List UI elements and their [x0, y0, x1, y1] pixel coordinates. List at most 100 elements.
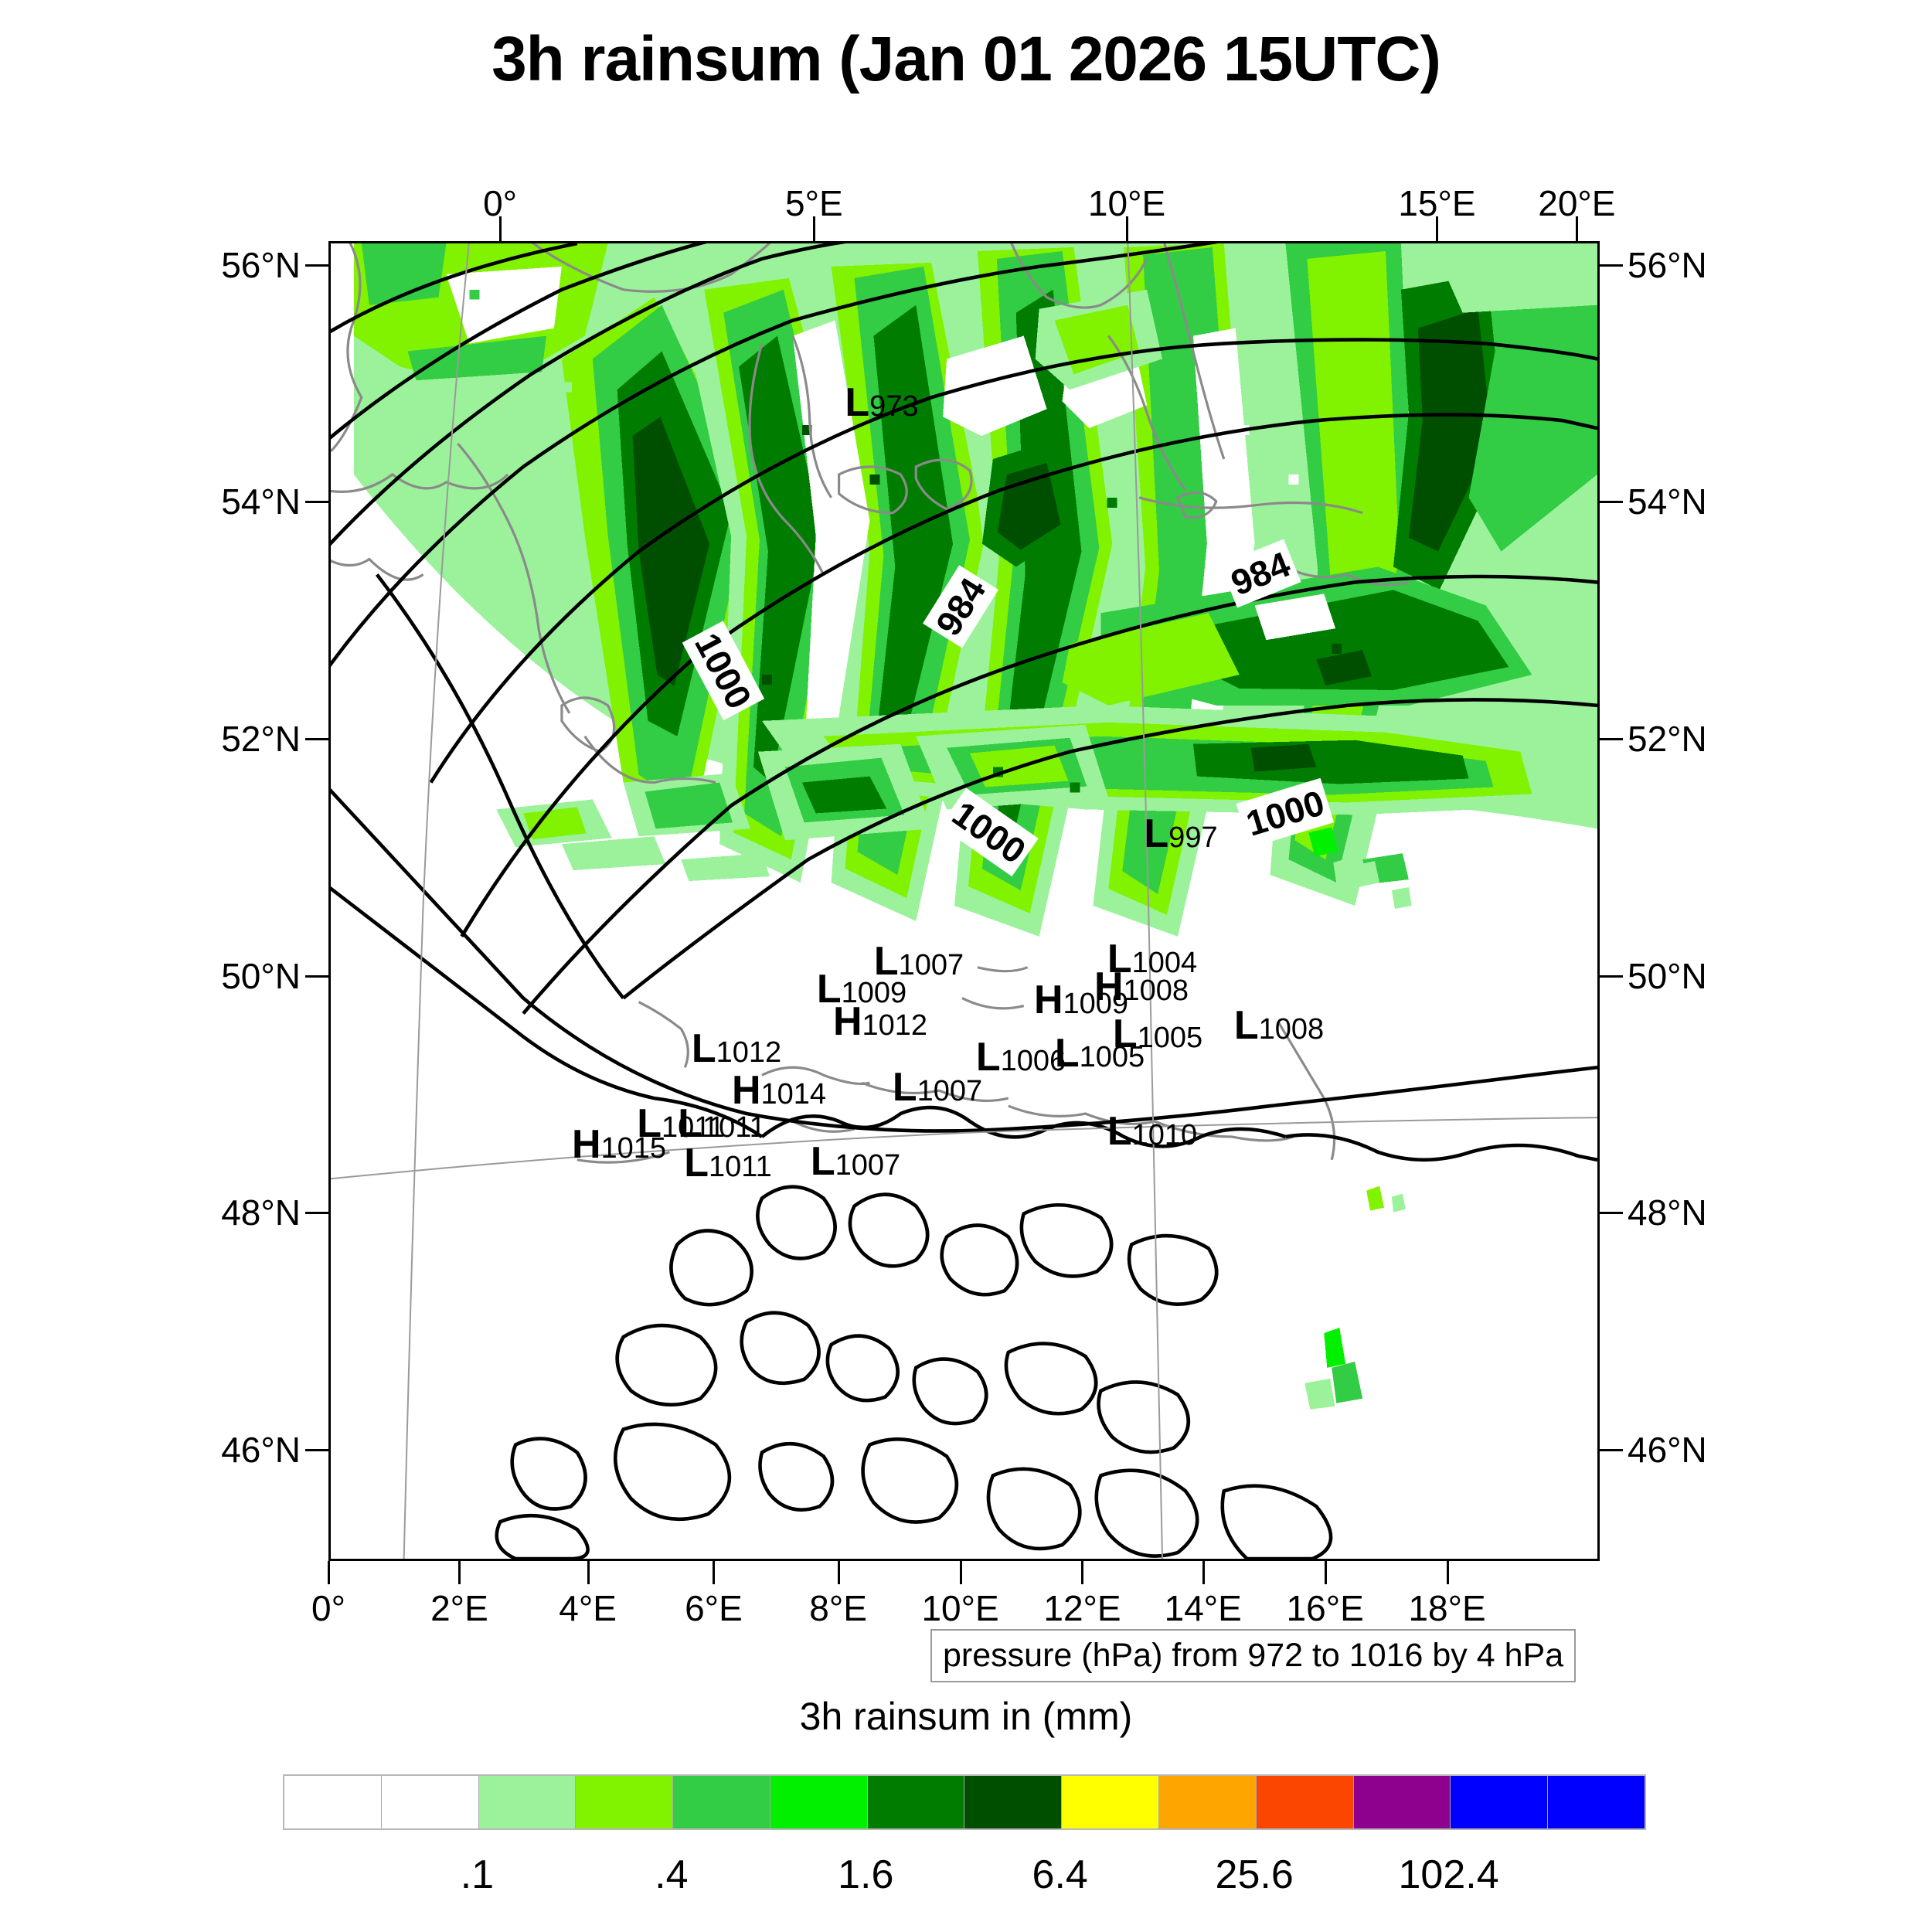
top-tickmark-2 — [1126, 216, 1129, 241]
colorbar-cell-5[interactable] — [770, 1776, 868, 1828]
pressure-center-type: H — [1094, 964, 1124, 1009]
pressure-center-value: 1015 — [600, 1132, 667, 1165]
bottom-axis-tick-9: 18°E — [1408, 1588, 1486, 1628]
bottom-axis-tick-0: 0° — [311, 1588, 345, 1628]
pressure-center-type: L — [810, 1139, 835, 1184]
bottom-tickmark-4 — [837, 1561, 840, 1584]
left-axis-tick-2: 52°N — [221, 718, 301, 759]
right-tickmark-0 — [1600, 264, 1623, 267]
pressure-center-type: L — [637, 1101, 662, 1146]
colorbar-title: 3h rainsum in (mm) — [799, 1695, 1133, 1738]
colorbar[interactable] — [283, 1774, 1646, 1830]
left-axis-tick-4: 48°N — [221, 1192, 301, 1233]
left-axis-tick-0: 56°N — [221, 244, 301, 285]
pressure-center-l-997-1: L997 — [1144, 814, 1217, 854]
pressure-center-h-1008-4: H1008 — [1094, 967, 1189, 1007]
colorbar-tick-label-0: .1 — [460, 1852, 495, 1897]
pressure-center-value: 1010 — [1131, 1119, 1198, 1151]
right-axis-tick-4: 48°N — [1628, 1192, 1707, 1233]
pressure-center-l-1005-12: L1005 — [1055, 1033, 1145, 1073]
coastline-layer — [331, 243, 1410, 1164]
colorbar-cell-4[interactable] — [673, 1776, 770, 1828]
map-canvas — [331, 243, 1597, 1559]
pressure-center-type: H — [571, 1122, 601, 1167]
colorbar-cell-12[interactable] — [1451, 1776, 1549, 1828]
pressure-center-value: 1014 — [760, 1078, 827, 1111]
pressure-center-value: 1007 — [898, 949, 964, 981]
pressure-center-type: L — [1112, 1012, 1138, 1056]
pressure-center-l-973-0: L973 — [845, 383, 918, 423]
pressure-center-l-1011-19: L1011 — [684, 1143, 771, 1183]
pressure-center-value: 1008 — [1258, 1013, 1325, 1046]
right-tickmark-2 — [1600, 737, 1623, 740]
bottom-tickmark-9 — [1446, 1561, 1449, 1584]
colorbar-cell-3[interactable] — [576, 1776, 674, 1828]
top-tickmark-0 — [499, 216, 502, 241]
pressure-center-l-1011-16: L1011 — [678, 1104, 765, 1144]
bottom-axis-tick-3: 6°E — [685, 1588, 743, 1628]
pressure-center-type: L — [845, 380, 870, 425]
left-axis-tick-1: 54°N — [221, 481, 301, 522]
pressure-center-type: L — [1054, 1031, 1080, 1076]
colorbar-cell-11[interactable] — [1353, 1776, 1451, 1828]
right-tickmark-1 — [1600, 501, 1623, 504]
colorbar-cell-2[interactable] — [478, 1776, 577, 1828]
bottom-tickmark-5 — [959, 1561, 962, 1584]
pressure-center-l-1007-14: L1007 — [893, 1067, 982, 1107]
colorbar-cell-1[interactable] — [381, 1776, 479, 1828]
pressure-center-l-1006-11: L1006 — [976, 1037, 1066, 1077]
right-tickmark-4 — [1600, 1212, 1623, 1215]
right-axis-tick-3: 50°N — [1628, 955, 1707, 996]
map-panel[interactable]: 984 984 1000 1000 1000 L973 L997 L1007 L1004 H10… — [328, 241, 1600, 1561]
pressure-center-type: H — [1033, 978, 1063, 1022]
pressure-center-l-1004-3: L1004 — [1107, 939, 1197, 979]
colorbar-cell-9[interactable] — [1159, 1776, 1257, 1828]
colorbar-cell-8[interactable] — [1062, 1776, 1160, 1828]
pressure-center-h-1015-18: H1015 — [572, 1124, 666, 1165]
pressure-center-value: 997 — [1168, 821, 1218, 854]
pressure-center-type: L — [1107, 1109, 1132, 1154]
pressure-center-value: 1006 — [1000, 1045, 1066, 1077]
graticule — [331, 243, 1597, 1559]
colorbar-cell-10[interactable] — [1256, 1776, 1354, 1828]
bottom-tickmark-0 — [328, 1561, 330, 1584]
top-tickmark-1 — [813, 216, 816, 241]
colorbar-cell-6[interactable] — [867, 1776, 965, 1828]
left-tickmark-3 — [305, 975, 328, 978]
pressure-center-type: L — [1233, 1003, 1259, 1048]
colorbar-tick-label-3: 6.4 — [1032, 1852, 1088, 1897]
right-tickmark-5 — [1600, 1448, 1623, 1451]
pressure-center-l-1010-17: L1010 — [1107, 1111, 1197, 1151]
colorbar-cell-13[interactable] — [1548, 1776, 1645, 1828]
pressure-center-value: 1007 — [917, 1075, 983, 1107]
top-tickmark-3 — [1436, 216, 1439, 241]
pressure-center-type: L — [1107, 937, 1132, 981]
pressure-center-value: 1008 — [1123, 975, 1189, 1007]
left-axis-tick-3: 50°N — [221, 955, 301, 996]
pressure-center-l-1007-2: L1007 — [874, 941, 964, 981]
pressure-center-type: L — [684, 1141, 709, 1185]
pressure-center-type: L — [691, 1026, 716, 1071]
pressure-center-l-1005-8: L1005 — [1113, 1014, 1202, 1054]
pressure-center-value: 1011 — [662, 1111, 725, 1144]
pressure-center-type: L — [892, 1065, 917, 1110]
bottom-axis-tick-7: 14°E — [1164, 1588, 1242, 1628]
colorbar-cell-0[interactable] — [284, 1776, 382, 1828]
colorbar-tick-label-5: 102.4 — [1398, 1852, 1499, 1897]
right-axis-tick-2: 52°N — [1628, 718, 1707, 759]
pressure-center-value: 1009 — [1063, 988, 1129, 1020]
colorbar-tick-label-2: 1.6 — [838, 1852, 894, 1897]
pressure-center-l-1009-5: L1009 — [817, 969, 906, 1009]
bottom-tickmark-3 — [713, 1561, 716, 1584]
pressure-center-l-1007-20: L1007 — [811, 1141, 900, 1182]
colorbar-cell-7[interactable] — [964, 1776, 1063, 1828]
left-tickmark-0 — [305, 264, 328, 267]
pressure-center-h-1009-6: H1009 — [1034, 980, 1128, 1020]
right-tickmark-3 — [1600, 975, 1623, 978]
bottom-axis-tick-6: 12°E — [1043, 1588, 1121, 1628]
pressure-center-value: 1005 — [1079, 1041, 1145, 1073]
bottom-axis-tick-8: 16°E — [1286, 1588, 1364, 1628]
right-axis-tick-0: 56°N — [1628, 244, 1707, 285]
pressure-center-h-1012-7: H1012 — [833, 1002, 927, 1042]
bottom-tickmark-8 — [1324, 1561, 1327, 1584]
